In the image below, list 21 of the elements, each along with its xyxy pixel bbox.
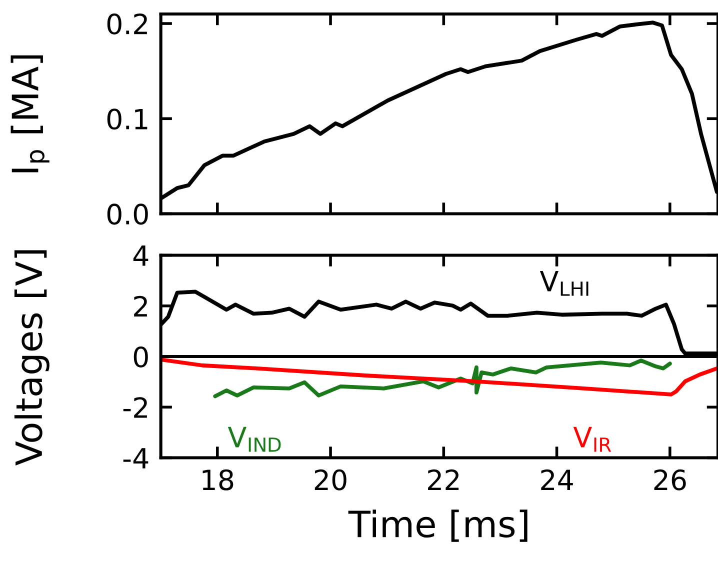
x-tick-label: 26 (654, 469, 686, 490)
y-tick-label: 0.1 (107, 108, 148, 130)
y-tick-label: 0 (134, 346, 148, 368)
x-tick-label: 24 (541, 469, 573, 490)
line-series (160, 358, 718, 396)
y-tick-label: 2 (134, 296, 147, 316)
y-axis-title: I$_{p}$ [MA] (10, 55, 50, 172)
x-axis-title: Time [ms] (348, 510, 528, 542)
y-tick-label: 0.2 (107, 13, 147, 34)
x-tick-label: 22 (428, 469, 459, 490)
x-tick-label: 20 (314, 469, 346, 490)
legend-label: V$_{LHI}$ (540, 270, 588, 296)
y-tick-label: 4 (133, 246, 148, 266)
y-tick-label: -4 (123, 448, 148, 468)
series-label: V$_{IND}$ (228, 426, 281, 452)
y-tick-label: 0.0 (107, 204, 148, 225)
line-series (213, 358, 672, 398)
y-axis-title: Voltages [V] (14, 250, 50, 466)
y-tick-label: -2 (123, 397, 147, 418)
x-tick-label: 18 (202, 469, 234, 490)
series-label: V$_{IR}$ (573, 426, 612, 452)
